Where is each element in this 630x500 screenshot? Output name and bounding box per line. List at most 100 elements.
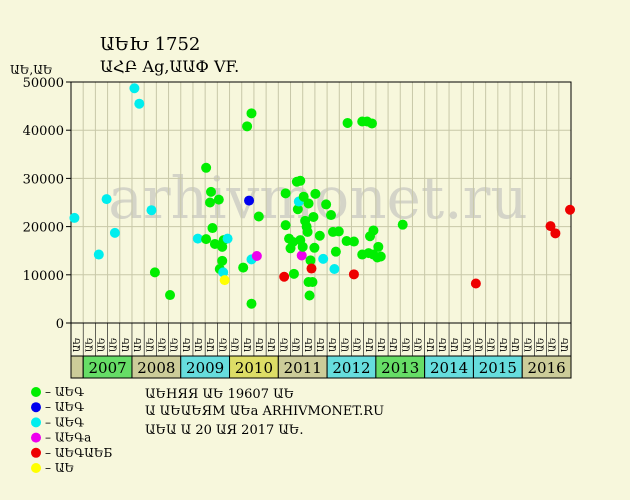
y-tick-label: 40000: [23, 124, 64, 139]
quarter-label: ԱԵ: [97, 337, 107, 352]
data-point: [251, 251, 262, 262]
data-point: [280, 188, 291, 199]
quarter-label: ԱԵ: [256, 337, 266, 352]
data-point: [93, 249, 104, 260]
quarter-label: ԱԵ: [500, 337, 510, 352]
quarter-label: ԱԵ: [73, 337, 83, 352]
quarter-label: ԱԵ: [110, 337, 120, 352]
note-line-2: Ա ԱԵԱԵЯМ ԱԵа ARHIVMONET.RU: [145, 404, 384, 419]
data-point: [333, 226, 344, 237]
data-point: [375, 251, 386, 262]
data-point: [146, 205, 157, 216]
data-point: [219, 275, 230, 286]
data-point: [304, 290, 315, 301]
data-point: [246, 298, 257, 309]
data-point: [288, 268, 299, 279]
legend: – ԱԵԳ– ԱԵԳ– ԱԵԳ– ԱԵԳа– ԱԵԳԱԵБ– ԱԵ: [31, 385, 113, 475]
year-label: 2007: [88, 359, 126, 377]
quarter-label: ԱԵ: [341, 337, 351, 352]
chart-title: ԱԵԽ 1752: [100, 34, 200, 55]
data-point: [297, 241, 308, 252]
data-point: [129, 83, 140, 94]
quarter-label: ԱԵ: [354, 337, 364, 352]
year-label: 2012: [332, 359, 370, 377]
data-point: [321, 199, 332, 210]
quarter-label: ԱԵ: [390, 337, 400, 352]
data-point: [205, 197, 216, 208]
quarter-label: ԱԵ: [317, 337, 327, 352]
data-point: [308, 211, 319, 222]
data-point: [279, 271, 290, 282]
quarter-label: ԱԵ: [537, 337, 547, 352]
legend-marker: [31, 463, 41, 473]
y-tick-label: 0: [56, 317, 64, 332]
data-point: [397, 219, 408, 230]
year-label: 2016: [528, 359, 566, 377]
data-point: [149, 267, 160, 278]
year-label: 2011: [284, 359, 322, 377]
y-tick-label: 30000: [23, 172, 64, 187]
data-point: [305, 255, 316, 266]
data-point: [206, 186, 216, 197]
data-point: [217, 255, 228, 266]
legend-label: – ԱԵ: [45, 461, 75, 475]
note-line-3: ԱԵԱ Ա 20 ԱЯ 2017 ԱԵ.: [145, 423, 304, 438]
data-point: [109, 227, 120, 238]
data-point: [192, 233, 203, 244]
legend-marker: [31, 432, 41, 443]
chart-subtitle: ԱՀԲ Ag,ԱԱՓ VF.: [100, 57, 239, 76]
quarter-label: ԱԵ: [232, 337, 242, 352]
data-point: [368, 225, 379, 236]
data-point: [330, 246, 341, 257]
quarter-label: ԱԵ: [549, 337, 559, 352]
quarter-label: ԱԵ: [378, 337, 388, 352]
data-point: [310, 188, 321, 199]
legend-label: – ԱԵԳ: [45, 415, 84, 429]
quarter-label: ԱԵ: [146, 337, 156, 352]
quarter-label: ԱԵ: [305, 337, 315, 352]
data-point: [201, 162, 212, 173]
data-point: [296, 250, 307, 261]
legend-marker: [31, 447, 41, 458]
x-axis-years: 2007 2008 2009 2010 2011 2012 2013 2014 2015 2016: [70, 355, 572, 379]
data-point: [348, 269, 359, 280]
data-point: [303, 198, 314, 209]
data-point: [309, 242, 320, 253]
quarter-label: ԱԵ: [427, 337, 437, 352]
data-point: [565, 204, 576, 215]
quarter-label: ԱԵ: [561, 337, 571, 352]
quarter-label: ԱԵ: [171, 337, 181, 352]
year-label: 2013: [381, 359, 419, 377]
legend-label: – ԱԵԳԱԵБ: [45, 446, 113, 460]
y-tick-label: 20000: [23, 221, 64, 236]
quarter-label: ԱԵ: [451, 337, 461, 352]
quarter-label: ԱԵ: [524, 337, 534, 352]
year-label: 2010: [235, 359, 273, 377]
quarter-label: ԱԵ: [439, 337, 449, 352]
data-point: [246, 108, 257, 119]
data-point: [101, 194, 112, 205]
quarter-label: ԱԵ: [476, 337, 486, 352]
legend-marker: [31, 417, 41, 428]
data-point: [292, 204, 303, 215]
quarter-label: ԱԵ: [402, 337, 412, 352]
quarter-label: ԱԵ: [158, 337, 168, 352]
data-point: [222, 233, 233, 244]
quarter-label: ԱԵ: [207, 337, 217, 352]
data-point: [302, 226, 313, 237]
data-point: [134, 98, 145, 109]
quarter-label: ԱԵ: [195, 337, 205, 352]
data-point: [373, 241, 384, 252]
quarter-label: ԱԵ: [268, 337, 278, 352]
legend-marker: [31, 402, 41, 413]
data-point: [348, 236, 359, 247]
data-point: [218, 267, 229, 278]
data-point: [307, 277, 318, 288]
quarter-label: ԱԵ: [415, 337, 425, 352]
y-tick-labels: 0 10000 20000 30000 40000 50000: [23, 76, 64, 332]
data-point: [69, 212, 80, 223]
data-point: [314, 230, 325, 241]
quarter-label: ԱԵ: [488, 337, 498, 352]
